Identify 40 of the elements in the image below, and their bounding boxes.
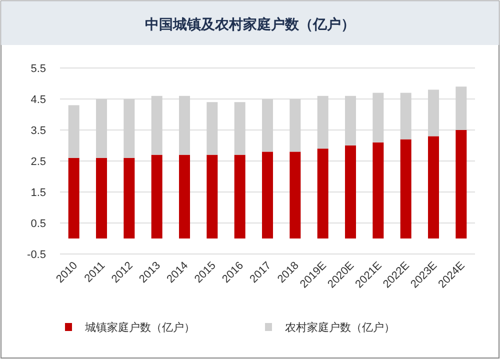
bar xyxy=(124,158,135,238)
legend-label: 农村家庭户数（亿户） xyxy=(285,321,395,334)
bar xyxy=(262,99,273,152)
bar xyxy=(96,99,107,158)
bar xyxy=(428,90,439,136)
bar xyxy=(234,154,246,238)
bar xyxy=(206,102,218,155)
y-tick-label: 5.5 xyxy=(30,63,46,75)
bar xyxy=(96,158,107,238)
y-tick-label: 0.5 xyxy=(30,218,46,230)
bar xyxy=(345,146,356,238)
bar xyxy=(151,154,162,238)
bar xyxy=(428,136,439,238)
y-tick-label: 4.5 xyxy=(30,94,46,106)
bar xyxy=(400,139,412,238)
bar xyxy=(345,96,356,146)
bar xyxy=(179,154,190,238)
bar xyxy=(456,130,467,238)
bar xyxy=(68,105,80,158)
y-tick-label: -0.5 xyxy=(27,249,46,261)
bar xyxy=(372,142,384,238)
bar xyxy=(317,96,328,149)
bar xyxy=(206,154,218,238)
y-tick-label: 1.5 xyxy=(30,187,46,199)
bar xyxy=(179,96,190,155)
bar xyxy=(317,148,328,238)
bar xyxy=(151,96,162,155)
y-tick-label: 3.5 xyxy=(30,125,46,137)
bar xyxy=(290,99,301,152)
bar xyxy=(290,152,301,238)
legend-label: 城镇家庭户数（亿户） xyxy=(84,321,195,334)
bar xyxy=(400,92,412,140)
bar xyxy=(68,158,80,238)
bar xyxy=(456,86,467,130)
bar xyxy=(234,102,246,155)
bar xyxy=(262,152,273,238)
y-tick-label: 2.5 xyxy=(30,156,46,168)
bar xyxy=(124,99,135,158)
chart-title: 中国城镇及农村家庭户数（亿户） xyxy=(145,16,355,33)
bar xyxy=(372,92,384,142)
